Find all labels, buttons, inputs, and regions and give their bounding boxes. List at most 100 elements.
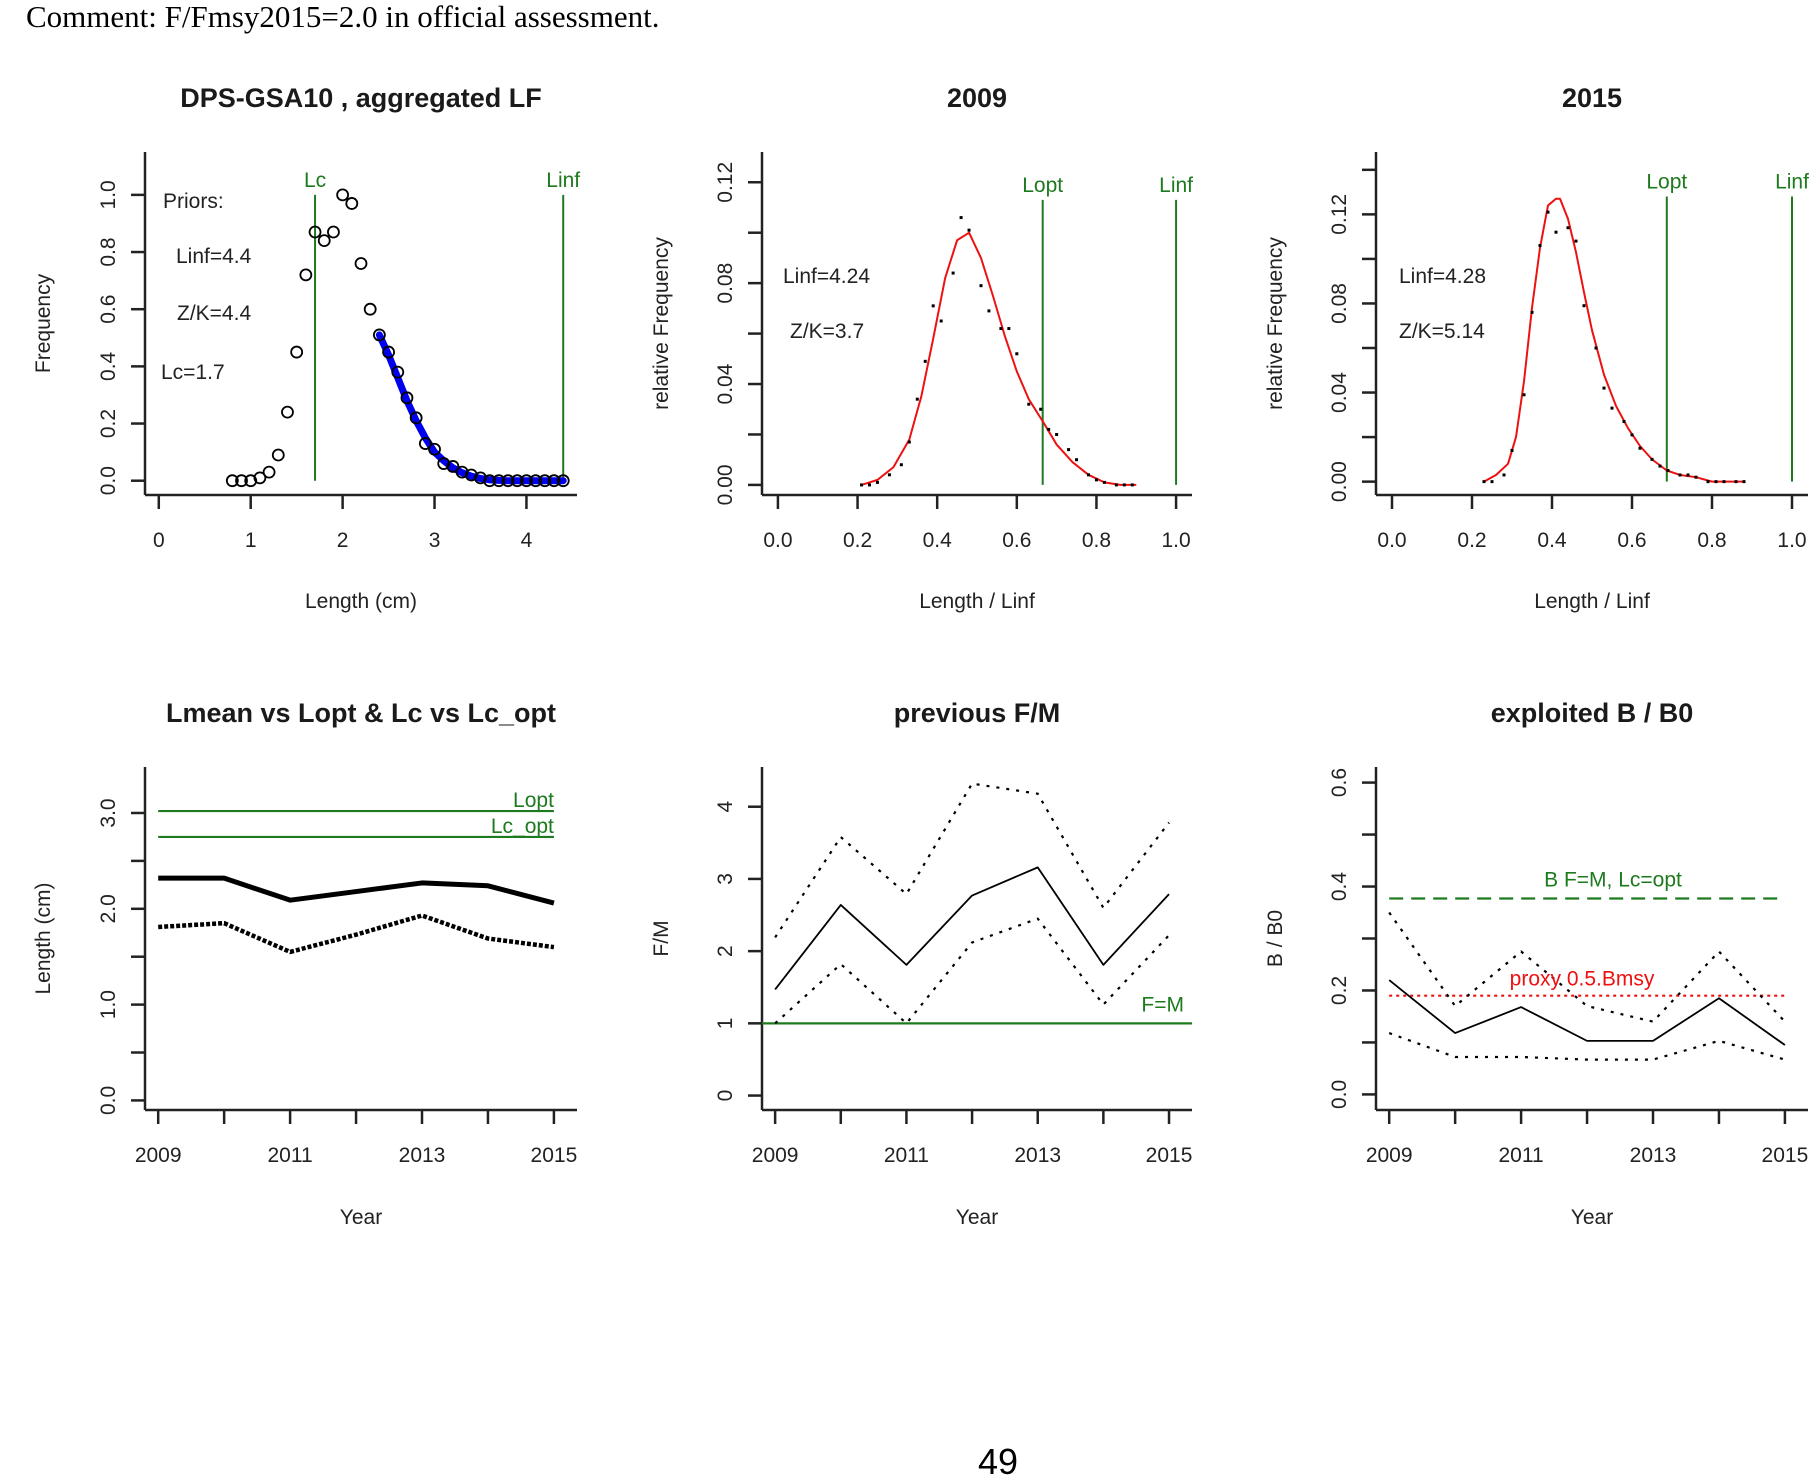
data-point (907, 440, 911, 444)
x-tick-label: 2011 (1499, 1144, 1544, 1167)
data-point (1686, 473, 1690, 477)
vline-label: Lopt (1022, 174, 1063, 197)
data-point (336, 188, 350, 202)
x-tick-label: 2015 (1762, 1144, 1809, 1167)
x-tick-label: 2013 (399, 1144, 446, 1167)
y-tick-label: 0.2 (1328, 976, 1351, 1005)
data-point (262, 465, 276, 479)
data-point (1622, 420, 1626, 423)
y-tick-label: 0.08 (1328, 283, 1351, 324)
x-tick-label: 2011 (884, 1144, 929, 1167)
data-point (1114, 483, 1118, 487)
chart-panel-lmean: Lmean vs Lopt & Lc vs Lc_opt 2009 2011 2013… (32, 698, 577, 1229)
y-tick-label: 0.04 (714, 363, 737, 404)
y-tick-label: 2 (714, 945, 737, 957)
data-point (1714, 480, 1718, 484)
data-point (520, 474, 533, 488)
chart-title: 2015 (1562, 83, 1622, 113)
series-line-lower (774, 917, 1170, 1025)
vline-label: Linf (546, 169, 580, 192)
data-point (915, 397, 919, 401)
data-point (1546, 210, 1550, 214)
series-line-lower (1388, 1032, 1786, 1061)
data-point (529, 474, 543, 488)
data-point (363, 302, 377, 316)
annotation-text: Linf=4.4 (176, 245, 252, 268)
data-point (253, 471, 267, 485)
data-point (1510, 448, 1514, 452)
data-point (987, 309, 991, 313)
y-tick-label: 0.6 (1328, 768, 1351, 797)
chart-panel-lf2015: 2015 0.0 0.2 0.4 0.6 0.8 1.0 0.00 0.04 0.08 0.12 Le… (1264, 83, 1809, 613)
data-point (1502, 473, 1506, 477)
data-point (538, 474, 552, 488)
data-point (1530, 310, 1534, 314)
data-point (1067, 448, 1071, 452)
data-point (290, 345, 304, 359)
x-tick-label: 1.0 (1161, 529, 1190, 552)
x-tick-label: 2009 (135, 1144, 182, 1167)
hline-label: proxy 0.5.Bmsy (1510, 968, 1655, 991)
fit-curve-red (1483, 197, 1744, 483)
data-point (1694, 475, 1698, 479)
chart-panel-lf2009: 2009 0.0 0.2 0.4 0.6 0.8 1.0 0.00 0.04 0.08 0.12 Le… (650, 83, 1193, 613)
y-tick-label: 2.0 (97, 894, 120, 923)
y-tick-label: 4 (714, 801, 737, 813)
y-tick-label: 3 (714, 873, 737, 885)
data-point (1650, 457, 1654, 461)
y-tick-label: 0.4 (1328, 872, 1351, 902)
fit-curve-blue (375, 331, 567, 485)
data-point (1490, 480, 1494, 484)
data-point (923, 359, 927, 363)
chart-panel-bb0: exploited B / B0 2009 2011 2013 2015 0.0 0.2 0.… (1264, 698, 1808, 1229)
data-point (1742, 480, 1746, 484)
x-axis-label: Year (956, 1206, 998, 1229)
data-point (1027, 402, 1031, 406)
chart-panel-lf: DPS-GSA10 , aggregated LF 0 1 2 3 4 0.0 0.2 0.4 0… (32, 83, 580, 613)
hline-label: Lc_opt (491, 815, 554, 838)
hline-label: Lopt (513, 789, 554, 812)
x-axis-label: Length (cm) (305, 590, 417, 613)
x-tick-label: 2009 (752, 1144, 799, 1167)
chart-title: exploited B / B0 (1491, 698, 1694, 728)
data-point (860, 483, 864, 487)
data-point (939, 319, 943, 323)
data-point (271, 448, 285, 462)
y-tick-label: 1 (714, 1018, 737, 1030)
data-point (1522, 393, 1526, 397)
data-point (1554, 230, 1558, 234)
data-point (1007, 327, 1011, 331)
y-tick-label: 1.0 (97, 990, 120, 1019)
data-point (391, 365, 405, 379)
data-point (1610, 406, 1614, 410)
y-axis-label: Length (cm) (32, 882, 55, 994)
y-tick-label: 0.0 (1328, 1080, 1351, 1109)
data-point (1638, 446, 1642, 450)
data-point (959, 216, 963, 220)
hline-label: B F=M, Lc=opt (1544, 868, 1682, 891)
annotation-text: Z/K=3.7 (790, 320, 864, 343)
data-point (317, 234, 331, 248)
x-tick-label: 3 (429, 529, 441, 552)
vline-label: Linf (1775, 171, 1809, 194)
data-point (1566, 226, 1570, 230)
data-point (887, 473, 891, 477)
x-tick-label: 0.6 (1617, 529, 1646, 552)
data-point (875, 480, 879, 484)
data-point (1658, 464, 1662, 468)
data-point (1075, 458, 1079, 462)
y-tick-label: 0.6 (97, 295, 120, 324)
data-point (1602, 386, 1606, 390)
data-point (1102, 480, 1106, 484)
chart-title: previous F/M (894, 698, 1061, 728)
data-point (235, 474, 248, 488)
x-axis-label: Year (1571, 1206, 1613, 1229)
x-tick-label: 0 (153, 529, 165, 552)
y-tick-label: 0.08 (714, 263, 737, 304)
y-axis-label: F/M (650, 920, 673, 956)
y-axis-label: Frequency (32, 273, 55, 373)
data-point (1015, 352, 1019, 356)
data-point (483, 474, 497, 488)
annotation-text: Z/K=4.4 (177, 302, 251, 325)
